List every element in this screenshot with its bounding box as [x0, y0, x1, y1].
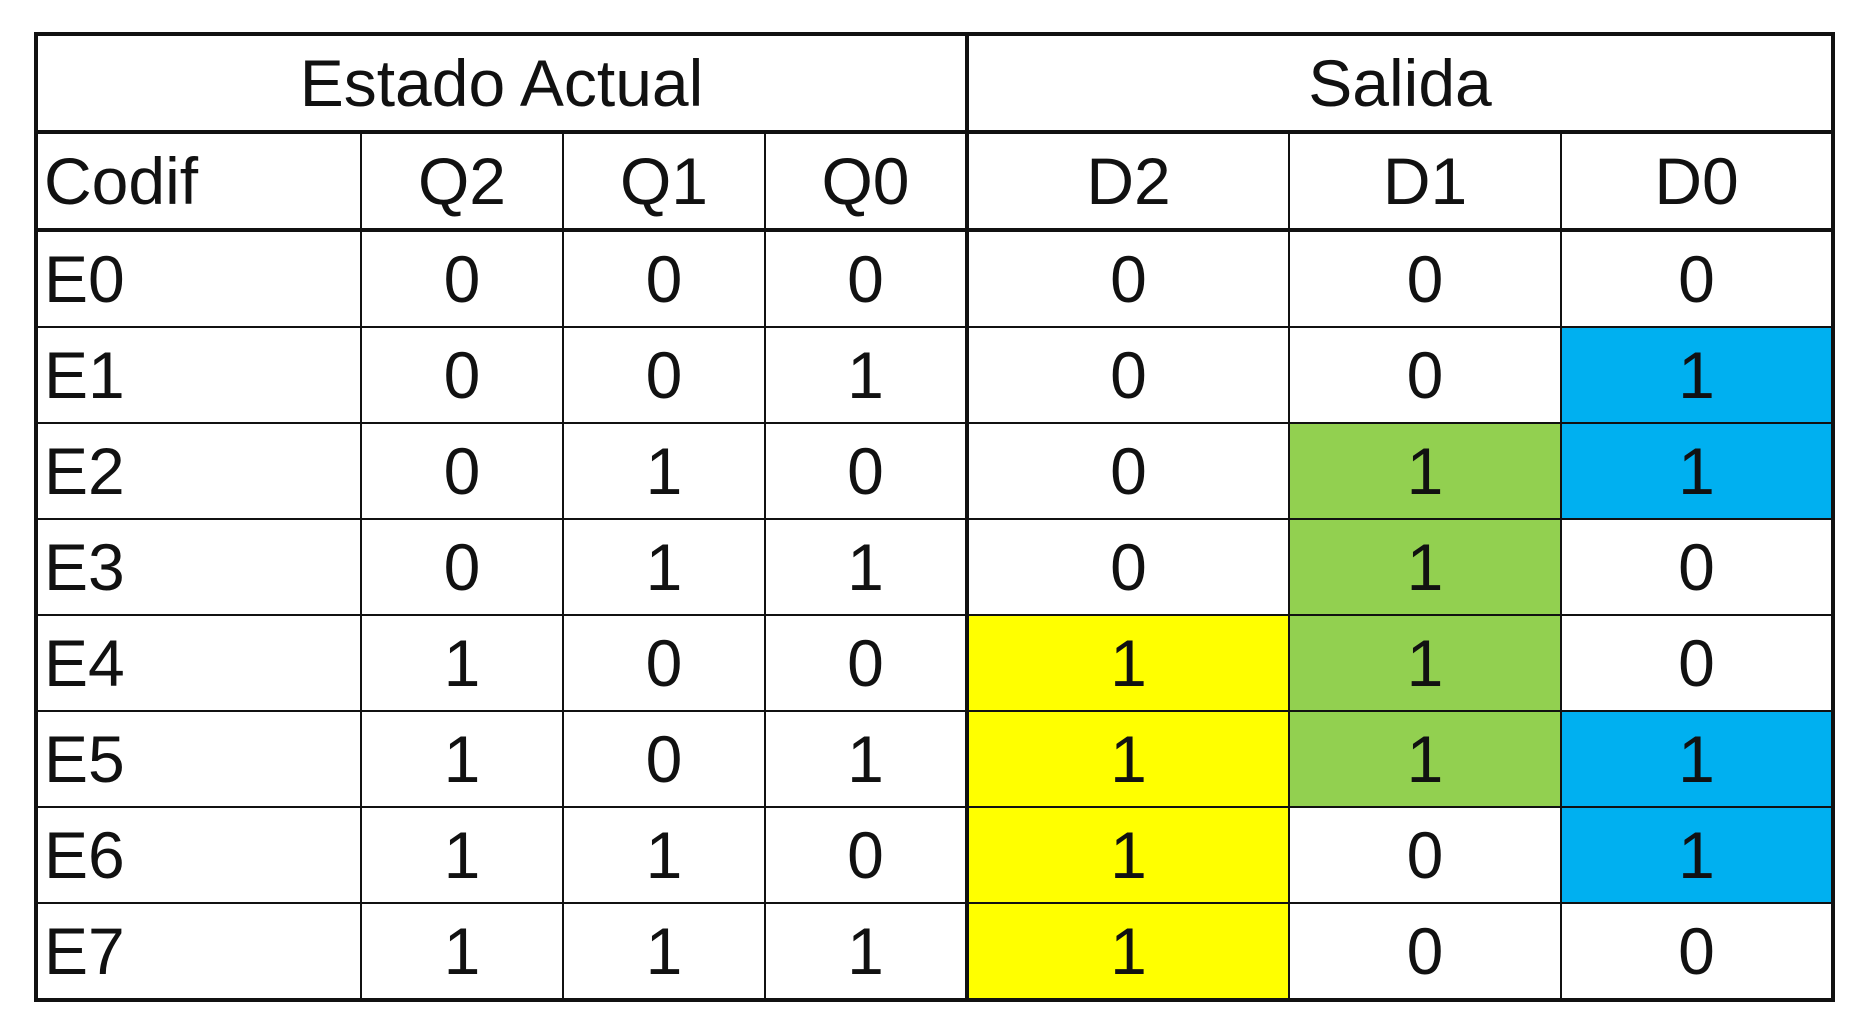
cell-codif: E4 — [34, 614, 362, 712]
cell-codif: E1 — [34, 326, 362, 424]
table-row: E3 0 1 1 0 1 0 — [34, 518, 1835, 616]
cell-q1: 0 — [562, 326, 766, 424]
cell-d1: 1 — [1288, 710, 1562, 808]
cell-d2: 0 — [965, 422, 1290, 520]
cell-q0: 0 — [764, 806, 968, 904]
cell-codif: E3 — [34, 518, 362, 616]
cell-d0: 1 — [1560, 806, 1835, 904]
cell-q1: 0 — [562, 614, 766, 712]
cell-codif: E7 — [34, 902, 362, 1002]
cell-d2: 0 — [965, 518, 1290, 616]
cell-d1: 1 — [1288, 518, 1562, 616]
cell-d2: 1 — [965, 710, 1290, 808]
cell-q0: 1 — [764, 326, 968, 424]
truth-table-container: Estado Actual Salida Codif Q2 Q1 Q0 D2 D… — [34, 32, 1835, 1002]
cell-d0: 1 — [1560, 710, 1835, 808]
cell-d0: 1 — [1560, 422, 1835, 520]
table-row: E1 0 0 1 0 0 1 — [34, 326, 1835, 424]
cell-d1: 0 — [1288, 806, 1562, 904]
cell-d0: 0 — [1560, 229, 1835, 328]
table-row: E7 1 1 1 1 0 0 — [34, 902, 1835, 1002]
cell-q0: 0 — [764, 422, 968, 520]
table-row: E5 1 0 1 1 1 1 — [34, 710, 1835, 808]
cell-codif: E6 — [34, 806, 362, 904]
cell-q1: 0 — [562, 710, 766, 808]
cell-q1: 1 — [562, 806, 766, 904]
table-row: E2 0 1 0 0 1 1 — [34, 422, 1835, 520]
table-row: E6 1 1 0 1 0 1 — [34, 806, 1835, 904]
column-header-d2: D2 — [965, 131, 1290, 232]
cell-d1: 0 — [1288, 902, 1562, 1002]
column-header-row: Codif Q2 Q1 Q0 D2 D1 D0 — [34, 131, 1835, 232]
cell-q0: 1 — [764, 710, 968, 808]
cell-q2: 0 — [360, 229, 564, 328]
truth-table: Estado Actual Salida Codif Q2 Q1 Q0 D2 D… — [34, 32, 1835, 1002]
cell-codif: E0 — [34, 229, 362, 328]
cell-d0: 0 — [1560, 614, 1835, 712]
cell-q0: 0 — [764, 229, 968, 328]
cell-d2: 1 — [965, 902, 1290, 1002]
cell-d0: 0 — [1560, 902, 1835, 1002]
column-header-codif: Codif — [34, 131, 362, 232]
cell-q0: 0 — [764, 614, 968, 712]
column-header-q0: Q0 — [764, 131, 968, 232]
cell-d1: 1 — [1288, 422, 1562, 520]
table-row: E4 1 0 0 1 1 0 — [34, 614, 1835, 712]
cell-d1: 0 — [1288, 229, 1562, 328]
cell-d2: 1 — [965, 614, 1290, 712]
cell-q2: 1 — [360, 710, 564, 808]
cell-d0: 1 — [1560, 326, 1835, 424]
cell-d1: 1 — [1288, 614, 1562, 712]
column-header-d1: D1 — [1288, 131, 1562, 232]
cell-d2: 1 — [965, 806, 1290, 904]
table-row: E0 0 0 0 0 0 0 — [34, 229, 1835, 328]
cell-q1: 0 — [562, 229, 766, 328]
group-header-row: Estado Actual Salida — [34, 32, 1835, 134]
cell-q1: 1 — [562, 518, 766, 616]
cell-codif: E5 — [34, 710, 362, 808]
group-header-salida: Salida — [965, 32, 1835, 134]
cell-d1: 0 — [1288, 326, 1562, 424]
cell-q2: 1 — [360, 614, 564, 712]
cell-q2: 1 — [360, 902, 564, 1002]
cell-codif: E2 — [34, 422, 362, 520]
cell-d2: 0 — [965, 326, 1290, 424]
cell-q2: 0 — [360, 326, 564, 424]
cell-q2: 0 — [360, 422, 564, 520]
cell-q0: 1 — [764, 518, 968, 616]
cell-q1: 1 — [562, 422, 766, 520]
column-header-q1: Q1 — [562, 131, 766, 232]
cell-q2: 1 — [360, 806, 564, 904]
cell-q1: 1 — [562, 902, 766, 1002]
cell-d2: 0 — [965, 229, 1290, 328]
cell-q0: 1 — [764, 902, 968, 1002]
group-header-estado-actual: Estado Actual — [34, 32, 968, 134]
column-header-d0: D0 — [1560, 131, 1835, 232]
cell-d0: 0 — [1560, 518, 1835, 616]
cell-q2: 0 — [360, 518, 564, 616]
column-header-q2: Q2 — [360, 131, 564, 232]
